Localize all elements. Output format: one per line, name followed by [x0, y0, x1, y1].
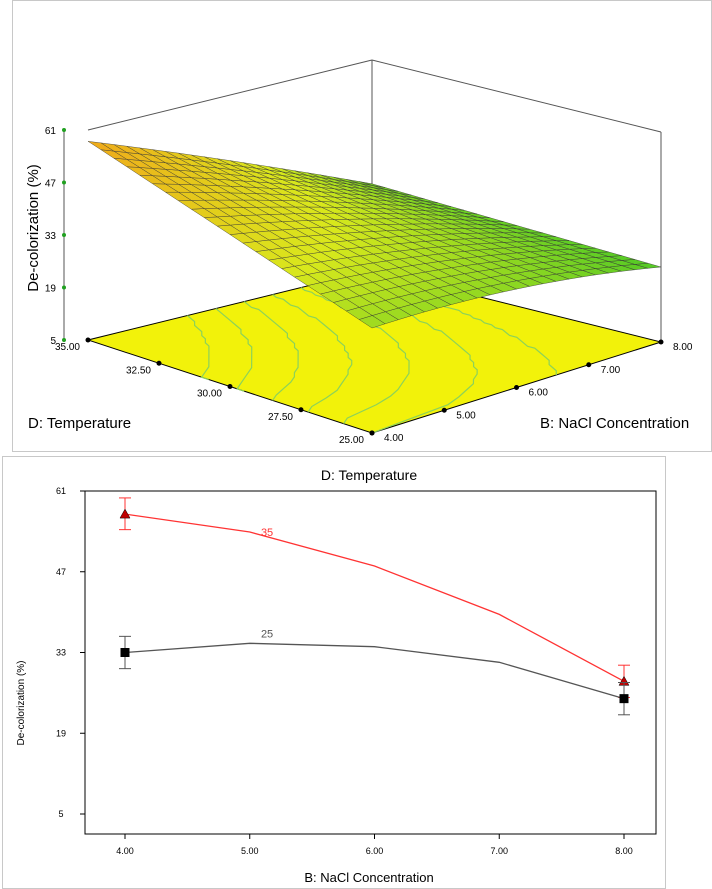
- y-tick-label: 30.00: [197, 389, 222, 400]
- y-tick-label: 47: [56, 567, 66, 577]
- interaction-title: D: Temperature: [321, 467, 417, 483]
- y-tick-label: 61: [56, 486, 66, 496]
- contour-line: [215, 308, 253, 392]
- plot-border: [84, 490, 657, 835]
- z-tick-label: 19: [45, 284, 57, 295]
- z-tick-dot: [62, 233, 66, 237]
- bounding-box: [63, 59, 662, 342]
- z-tick-label: 61: [45, 126, 57, 137]
- z-tick-dot: [62, 285, 66, 290]
- x-tick-dot: [658, 339, 664, 345]
- y-tick-label: 5: [58, 809, 63, 819]
- x-tick-label: 6.00: [529, 388, 549, 399]
- x-tick-label: 8.00: [673, 342, 693, 353]
- z-tick-dot: [62, 180, 66, 185]
- y-tick-label: 19: [56, 728, 66, 738]
- surface-xlabel: B: NaCl Concentration: [540, 415, 689, 432]
- y-tick-label: 25.00: [339, 435, 364, 446]
- y-tick-dot: [85, 337, 91, 343]
- z-tick-label: 47: [45, 179, 57, 190]
- z-tick-dot: [62, 128, 66, 132]
- box-edge: [87, 59, 373, 131]
- response-surface: [87, 141, 662, 329]
- surface-plot-panel: 4.00 5.00 6.00 7.00 8.00 25.00 27.50 30.00 32.50…: [12, 0, 712, 452]
- y-tick-dot: [298, 407, 304, 413]
- z-tick-label: 33: [45, 231, 57, 242]
- series-line-35: [124, 513, 625, 682]
- x-tick-label: 7.00: [490, 846, 508, 856]
- interaction-axes: 5 19 33 47 61 4.00 5.00 6.00 7.00 8.00: [56, 486, 657, 856]
- surface-ylabel: D: Temperature: [28, 415, 131, 432]
- surface-zlabel: De-colorization (%): [25, 164, 42, 292]
- y-tick-label: 27.50: [268, 412, 293, 423]
- series-line-25: [124, 642, 625, 700]
- series-label-25: 25: [261, 628, 273, 640]
- y-tick-label: 32.50: [126, 365, 151, 376]
- marker-square: [619, 694, 629, 704]
- x-tick-label: 5.00: [241, 846, 259, 856]
- y-tick-dot: [227, 384, 233, 389]
- x-tick-label: 7.00: [601, 365, 621, 376]
- interaction-plot-panel: D: Temperature De-colorization (%) B: Na…: [0, 456, 712, 889]
- surface-tick-labels: 4.00 5.00 6.00 7.00 8.00 25.00 27.50 30.00 32.50…: [45, 126, 693, 446]
- contour-line: [243, 301, 299, 401]
- x-tick-dot: [514, 385, 519, 390]
- series-label-35: 35: [261, 527, 273, 539]
- box-edge: [371, 59, 662, 133]
- z-tick-dot: [62, 338, 66, 342]
- y-tick-dot: [369, 430, 375, 436]
- y-tick-dot: [156, 360, 162, 366]
- x-tick-dot: [586, 362, 592, 368]
- interaction-xlabel: B: NaCl Concentration: [304, 870, 433, 885]
- surface-plot-canvas: 4.00 5.00 6.00 7.00 8.00 25.00 27.50 30.00 32.50…: [25, 59, 693, 446]
- interaction-ylabel: De-colorization (%): [16, 660, 27, 745]
- x-tick-label: 8.00: [615, 846, 633, 856]
- x-tick-label: 4.00: [116, 846, 134, 856]
- interaction-plot-canvas: D: Temperature De-colorization (%) B: Na…: [16, 467, 657, 885]
- marker-triangle: [119, 508, 131, 519]
- surface-cell: [87, 141, 114, 152]
- x-tick-label: 5.00: [456, 410, 476, 421]
- marker-square: [120, 648, 130, 657]
- z-tick-label: 5: [50, 336, 56, 347]
- x-tick-dot: [441, 407, 447, 413]
- x-tick-label: 4.00: [384, 433, 404, 444]
- contour-line: [272, 294, 353, 413]
- interaction-series: 35 25: [119, 497, 630, 716]
- y-tick-label: 33: [56, 648, 66, 658]
- contour-line: [187, 315, 210, 381]
- x-tick-label: 6.00: [366, 846, 384, 856]
- y-tick-label: 35.00: [55, 342, 80, 353]
